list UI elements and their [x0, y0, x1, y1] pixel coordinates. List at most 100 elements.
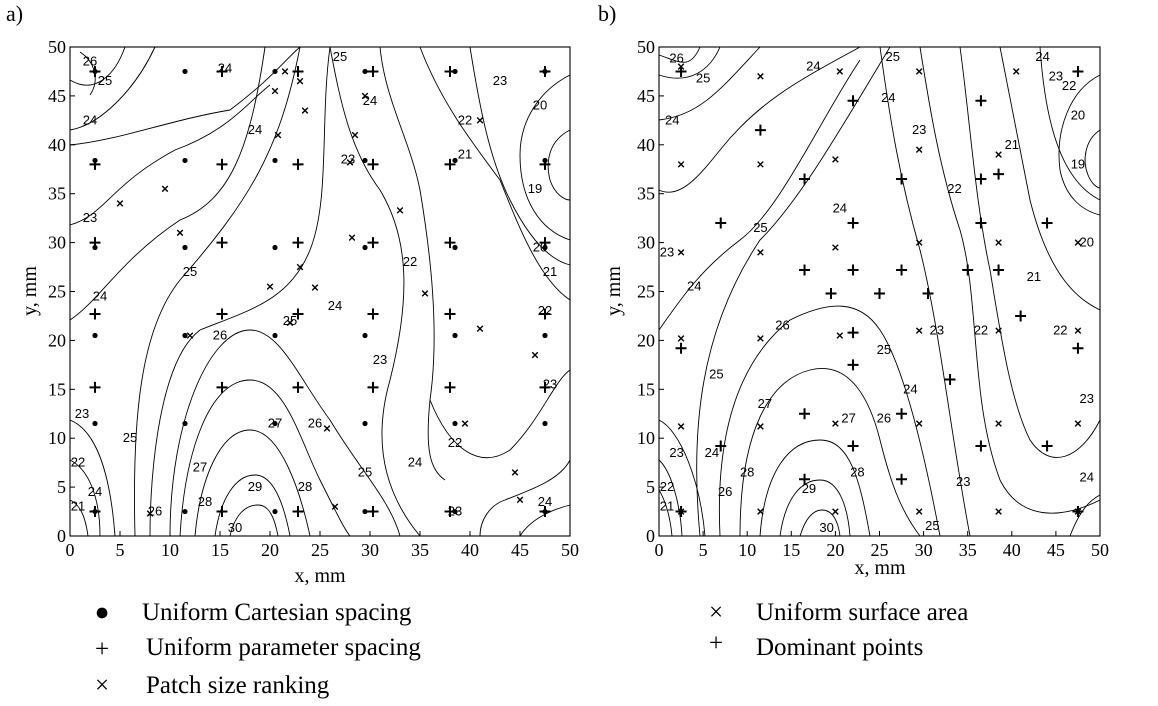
y-tick-label: 0	[646, 526, 655, 546]
legend-symbol-plus-b: +	[709, 630, 723, 657]
marker-dot	[542, 332, 548, 339]
marker-plus	[216, 308, 228, 320]
contour-label: 25	[333, 49, 347, 64]
x-tick-label: 5	[116, 540, 125, 560]
marker-x	[511, 469, 519, 476]
marker-x	[116, 200, 124, 207]
y-tick-label: 5	[646, 477, 655, 497]
contour-label: 23	[1080, 391, 1094, 406]
marker-x	[1074, 327, 1082, 334]
contour-label: 23	[1049, 68, 1063, 83]
marker-dot	[452, 244, 458, 251]
contour-label: 25	[709, 367, 723, 382]
contour-label: 26	[877, 411, 891, 426]
marker-plus	[1041, 217, 1053, 229]
contour-label: 22	[1062, 78, 1076, 93]
panel-label-a: a)	[6, 1, 23, 26]
contour-label: 27	[841, 411, 855, 426]
y-tick-label: 20	[637, 330, 655, 350]
marker-x	[331, 503, 339, 510]
legend-label-cartesian: Uniform Cartesian spacing	[142, 599, 412, 626]
marker-plus	[896, 264, 908, 276]
contour-label: 24	[538, 494, 552, 509]
marker-x	[757, 73, 764, 80]
contour-label: 24	[665, 112, 679, 127]
marker-plus	[444, 158, 456, 170]
marker-dot	[272, 157, 278, 164]
marker-x	[1074, 420, 1082, 427]
marker-dot	[272, 508, 278, 515]
marker-dot	[182, 420, 188, 427]
contour-label: 27	[193, 460, 207, 475]
x-tick-label: 45	[511, 540, 529, 560]
marker-x	[757, 423, 764, 430]
contour-label: 24	[705, 445, 719, 460]
marker-x	[1012, 68, 1020, 75]
marker-x	[346, 159, 354, 166]
x-axis-ticks-b: 0 5 10 15 20 25 30 35 40 45 50	[655, 531, 1109, 560]
y-tick-label: 5	[57, 477, 66, 497]
contour-label: 20	[533, 98, 547, 113]
marker-plus	[675, 342, 687, 354]
contour-label: 24	[1035, 49, 1049, 64]
marker-plus	[444, 65, 456, 77]
marker-plus	[1072, 506, 1084, 518]
contour-label: 24	[83, 112, 97, 127]
x-tick-label: 15	[211, 540, 229, 560]
contour-label: 25	[753, 220, 767, 235]
contour-label: 24	[903, 381, 917, 396]
x-tick-label: 40	[1003, 540, 1021, 560]
marker-plus	[89, 65, 101, 77]
legend-label-patch: Patch size ranking	[146, 672, 330, 699]
marker-x	[836, 68, 844, 75]
marker-x	[832, 156, 839, 163]
x-tick-label: 35	[959, 540, 977, 560]
marker-plus	[444, 308, 456, 320]
marker-x	[995, 327, 1002, 334]
contour-label: 25	[358, 464, 372, 479]
marker-dot	[182, 68, 188, 75]
x-axis-title-b: x, mm	[854, 557, 906, 579]
marker-plus	[444, 381, 456, 393]
x-tick-label: 25	[871, 540, 889, 560]
contour-label: 21	[71, 499, 85, 514]
contour-label: 24	[408, 455, 422, 470]
contour-label: 28	[850, 464, 864, 479]
marker-plus	[367, 158, 379, 170]
marker-dot	[182, 244, 188, 251]
panel-label-b: b)	[598, 1, 616, 26]
x-tick-label: 0	[655, 540, 664, 560]
marker-dot	[272, 244, 278, 251]
x-axis-ticks-a: 0 5 10 15 20 25 30 35 40 45 50	[66, 531, 579, 560]
marker-dot	[452, 157, 458, 164]
marker-x	[146, 510, 154, 517]
y-axis-title-a: y, mm	[19, 266, 41, 316]
marker-plus	[896, 408, 908, 420]
x-tick-label: 45	[1047, 540, 1065, 560]
marker-plus	[754, 124, 766, 136]
x-tick-label: 25	[311, 540, 329, 560]
legend-a: ● Uniform Cartesian spacing + Uniform pa…	[94, 599, 421, 699]
marker-plus	[539, 65, 551, 77]
marker-dot	[452, 420, 458, 427]
marker-plus	[993, 264, 1005, 276]
marker-dot	[182, 332, 188, 339]
marker-x	[677, 423, 685, 430]
marker-plus	[1072, 65, 1084, 77]
marker-x	[461, 420, 469, 427]
plot-frame-a	[69, 46, 571, 537]
marker-plus	[975, 95, 987, 107]
marker-plus	[292, 506, 304, 518]
marker-plus	[539, 158, 551, 170]
marker-x	[915, 420, 923, 427]
marker-x	[296, 77, 304, 85]
marker-plus	[799, 408, 811, 420]
legend-symbol-dot: ●	[94, 599, 109, 626]
marker-x	[677, 335, 685, 342]
marker-x	[296, 263, 304, 271]
y-tick-label: 20	[48, 330, 66, 350]
contour-label: 23	[660, 244, 674, 259]
marker-x	[915, 146, 923, 153]
